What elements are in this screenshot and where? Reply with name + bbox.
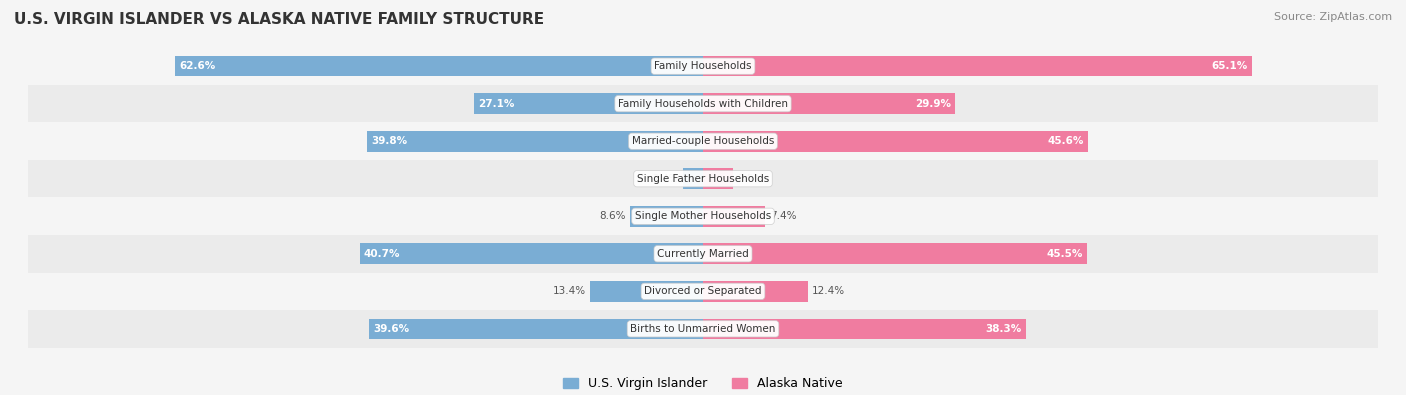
Text: 45.6%: 45.6% bbox=[1047, 136, 1084, 146]
Bar bbox=[28, 85, 1378, 122]
Text: 39.8%: 39.8% bbox=[371, 136, 408, 146]
Bar bbox=[28, 160, 1378, 198]
Bar bbox=[360, 243, 703, 264]
Text: Single Mother Households: Single Mother Households bbox=[636, 211, 770, 221]
Bar bbox=[28, 273, 1378, 310]
Text: 62.6%: 62.6% bbox=[179, 61, 215, 71]
Bar bbox=[703, 206, 765, 227]
Bar bbox=[28, 198, 1378, 235]
Text: 13.4%: 13.4% bbox=[553, 286, 586, 296]
Text: Currently Married: Currently Married bbox=[657, 249, 749, 259]
Text: 8.6%: 8.6% bbox=[600, 211, 626, 221]
Bar bbox=[474, 93, 703, 114]
Text: 45.5%: 45.5% bbox=[1046, 249, 1083, 259]
Bar bbox=[703, 131, 1088, 152]
Text: 40.7%: 40.7% bbox=[364, 249, 401, 259]
Text: Source: ZipAtlas.com: Source: ZipAtlas.com bbox=[1274, 12, 1392, 22]
Text: 2.4%: 2.4% bbox=[652, 174, 679, 184]
Text: 3.5%: 3.5% bbox=[737, 174, 763, 184]
Text: 38.3%: 38.3% bbox=[986, 324, 1022, 334]
Bar bbox=[367, 131, 703, 152]
Text: 39.6%: 39.6% bbox=[373, 324, 409, 334]
Text: Family Households with Children: Family Households with Children bbox=[619, 99, 787, 109]
Bar bbox=[174, 56, 703, 77]
Text: Married-couple Households: Married-couple Households bbox=[631, 136, 775, 146]
Bar bbox=[28, 235, 1378, 273]
Bar bbox=[683, 168, 703, 189]
Text: 65.1%: 65.1% bbox=[1212, 61, 1249, 71]
Bar bbox=[28, 310, 1378, 348]
Text: Births to Unmarried Women: Births to Unmarried Women bbox=[630, 324, 776, 334]
Text: Divorced or Separated: Divorced or Separated bbox=[644, 286, 762, 296]
Text: 12.4%: 12.4% bbox=[811, 286, 845, 296]
Bar bbox=[703, 243, 1087, 264]
Bar bbox=[28, 122, 1378, 160]
Text: 27.1%: 27.1% bbox=[478, 99, 515, 109]
Bar bbox=[703, 56, 1253, 77]
Bar bbox=[703, 93, 955, 114]
Bar bbox=[28, 47, 1378, 85]
Text: 29.9%: 29.9% bbox=[915, 99, 950, 109]
Text: U.S. VIRGIN ISLANDER VS ALASKA NATIVE FAMILY STRUCTURE: U.S. VIRGIN ISLANDER VS ALASKA NATIVE FA… bbox=[14, 12, 544, 27]
Text: Family Households: Family Households bbox=[654, 61, 752, 71]
Bar bbox=[703, 168, 733, 189]
Bar bbox=[368, 318, 703, 339]
Bar bbox=[703, 318, 1026, 339]
Legend: U.S. Virgin Islander, Alaska Native: U.S. Virgin Islander, Alaska Native bbox=[558, 372, 848, 395]
Bar bbox=[591, 281, 703, 302]
Text: Single Father Households: Single Father Households bbox=[637, 174, 769, 184]
Bar bbox=[630, 206, 703, 227]
Bar bbox=[703, 281, 807, 302]
Text: 7.4%: 7.4% bbox=[769, 211, 796, 221]
